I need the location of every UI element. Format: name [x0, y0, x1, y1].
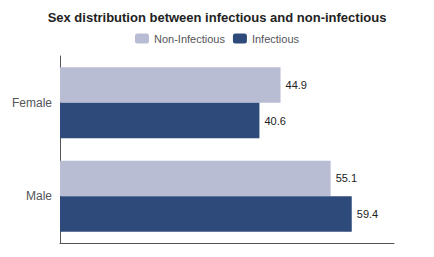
svg-text:Infectious: Infectious: [252, 33, 300, 45]
svg-text:44.9: 44.9: [286, 79, 307, 91]
svg-text:Sex distribution between infec: Sex distribution between infectious and …: [48, 10, 387, 25]
svg-text:40.6: 40.6: [264, 115, 285, 127]
svg-text:Female: Female: [12, 96, 52, 110]
svg-text:Non-Infectious: Non-Infectious: [154, 33, 225, 45]
svg-text:59.4: 59.4: [357, 208, 378, 220]
svg-text:55.1: 55.1: [336, 172, 357, 184]
svg-text:Male: Male: [26, 189, 52, 203]
